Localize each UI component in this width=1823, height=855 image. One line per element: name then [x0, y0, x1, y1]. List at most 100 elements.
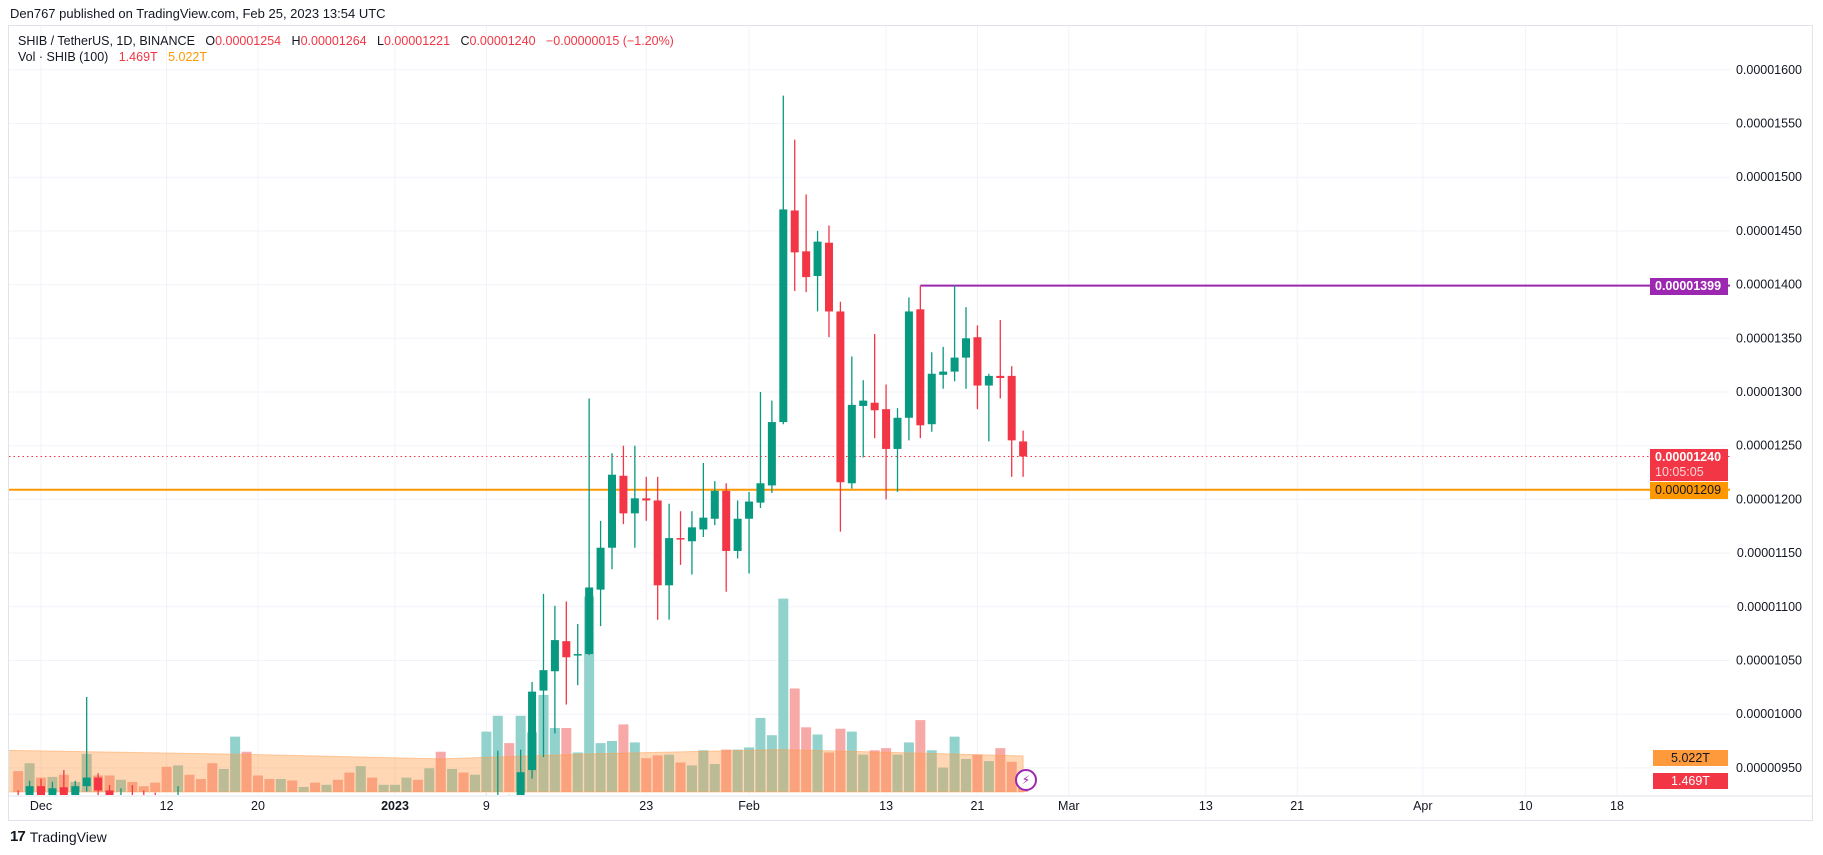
- plot-area[interactable]: [7, 95, 1730, 796]
- low-value: 0.00001221: [384, 34, 451, 48]
- volume-bar: [115, 779, 126, 792]
- price-tick-label: 0.00001000: [1736, 707, 1802, 721]
- time-tick-label: 13: [1199, 799, 1213, 813]
- volume-bar: [561, 728, 572, 792]
- volume-bar: [390, 784, 401, 792]
- volume-bar: [104, 775, 115, 792]
- candle: [71, 780, 80, 795]
- volume-bar: [469, 774, 480, 792]
- volume-bar: [1006, 761, 1017, 792]
- volume-bar: [595, 743, 606, 792]
- volume-bar: [778, 598, 789, 792]
- symbol-legend: SHIB / TetherUS, 1D, BINANCE O0.00001254…: [18, 34, 674, 48]
- candle-body: [756, 483, 765, 503]
- symbol-name[interactable]: SHIB / TetherUS, 1D, BINANCE: [18, 34, 195, 48]
- volume-bar: [310, 782, 321, 792]
- candle-body: [608, 474, 616, 548]
- candle: [745, 491, 754, 574]
- volume-bar: [241, 751, 252, 792]
- candle-body: [528, 691, 537, 771]
- volume-label[interactable]: Vol · SHIB (100): [18, 50, 109, 64]
- volume-bar: [949, 736, 960, 792]
- price-tick-label: 0.00001450: [1736, 224, 1802, 238]
- volume-bar: [230, 736, 241, 792]
- candle: [48, 781, 57, 795]
- candle-body: [94, 777, 103, 791]
- candle: [562, 601, 571, 705]
- time-tick-label: 10: [1519, 799, 1533, 813]
- volume-bar: [173, 765, 184, 792]
- publish-info: Den767 published on TradingView.com, Feb…: [10, 6, 386, 21]
- brand-name[interactable]: TradingView: [29, 828, 107, 845]
- candle-body: [733, 518, 742, 551]
- candle-body: [745, 501, 754, 519]
- candle: [25, 780, 34, 795]
- horizontal-lines[interactable]: [9, 284, 1730, 491]
- candle: [608, 453, 616, 570]
- volume-bar: [161, 766, 172, 792]
- candle: [767, 400, 776, 493]
- time-tick-label: 23: [639, 799, 653, 813]
- price-tick-label: 0.00001100: [1737, 600, 1802, 614]
- time-tick-label: 20: [251, 799, 265, 813]
- candle-body: [596, 547, 605, 590]
- candle-body: [779, 209, 788, 423]
- candle-body: [105, 790, 114, 795]
- candle: [927, 352, 936, 432]
- candle-body: [882, 409, 891, 449]
- volume-bar: [675, 762, 686, 792]
- lightning-icon[interactable]: ⚡: [1015, 769, 1037, 791]
- candle-body: [984, 375, 993, 386]
- price-tick-label: 0.00001400: [1736, 278, 1802, 292]
- candle-body: [550, 640, 559, 672]
- candle: [653, 476, 662, 620]
- candle: [1019, 430, 1028, 477]
- candle-body: [82, 777, 91, 787]
- open-value: 0.00001254: [215, 34, 282, 48]
- volume-bar: [903, 742, 914, 792]
- volume-bar: [138, 786, 149, 792]
- volume-bar: [641, 758, 652, 792]
- candle: [790, 139, 799, 292]
- price-tick-label: 0.00001300: [1736, 385, 1802, 399]
- volume-bar: [24, 763, 35, 792]
- candle: [665, 503, 674, 620]
- candle: [916, 285, 925, 439]
- volume-bar: [321, 784, 332, 792]
- candle-body: [859, 400, 868, 406]
- chart-frame: [8, 25, 1813, 821]
- candle: [847, 356, 856, 489]
- candle: [585, 398, 594, 656]
- price-axis[interactable]: 0.00001600 0.00001550 0.00001500 0.00001450…: [1736, 63, 1802, 775]
- volume-bar: [447, 768, 458, 792]
- price-tick-label: 0.00001550: [1736, 117, 1802, 131]
- close-label: C: [460, 34, 470, 48]
- volume-bar: [184, 774, 195, 792]
- candle-body: [870, 402, 879, 411]
- time-tick-label: 13: [879, 799, 893, 813]
- footer: 17 TradingView: [10, 828, 107, 845]
- candle-body: [699, 517, 708, 530]
- time-tick-label: Feb: [738, 799, 760, 813]
- candle: [82, 697, 91, 792]
- candle-body: [927, 373, 936, 425]
- support-price-tag: 0.00001209: [1650, 482, 1728, 499]
- candle-body: [665, 538, 674, 586]
- volume-bar: [435, 751, 446, 792]
- candle-body: [653, 500, 662, 586]
- high-value: 0.00001264: [300, 34, 367, 48]
- candle: [882, 384, 891, 500]
- time-axis[interactable]: Dec 12 20 2023 9 23 Feb 13 21 Mar 13 21 Apr 10 18: [30, 799, 1624, 813]
- candle: [779, 95, 788, 425]
- change-value: −0.00000015 (−1.20%): [545, 34, 674, 48]
- candle: [870, 334, 879, 439]
- candle-body: [916, 309, 925, 426]
- candle: [516, 749, 525, 795]
- tradingview-logo-icon[interactable]: 17: [10, 828, 26, 845]
- candle-body: [516, 772, 525, 795]
- candle-body: [59, 787, 68, 795]
- high-label: H: [291, 34, 301, 48]
- price-tick-label: 0.00001150: [1737, 546, 1802, 560]
- candle-body: [939, 371, 948, 375]
